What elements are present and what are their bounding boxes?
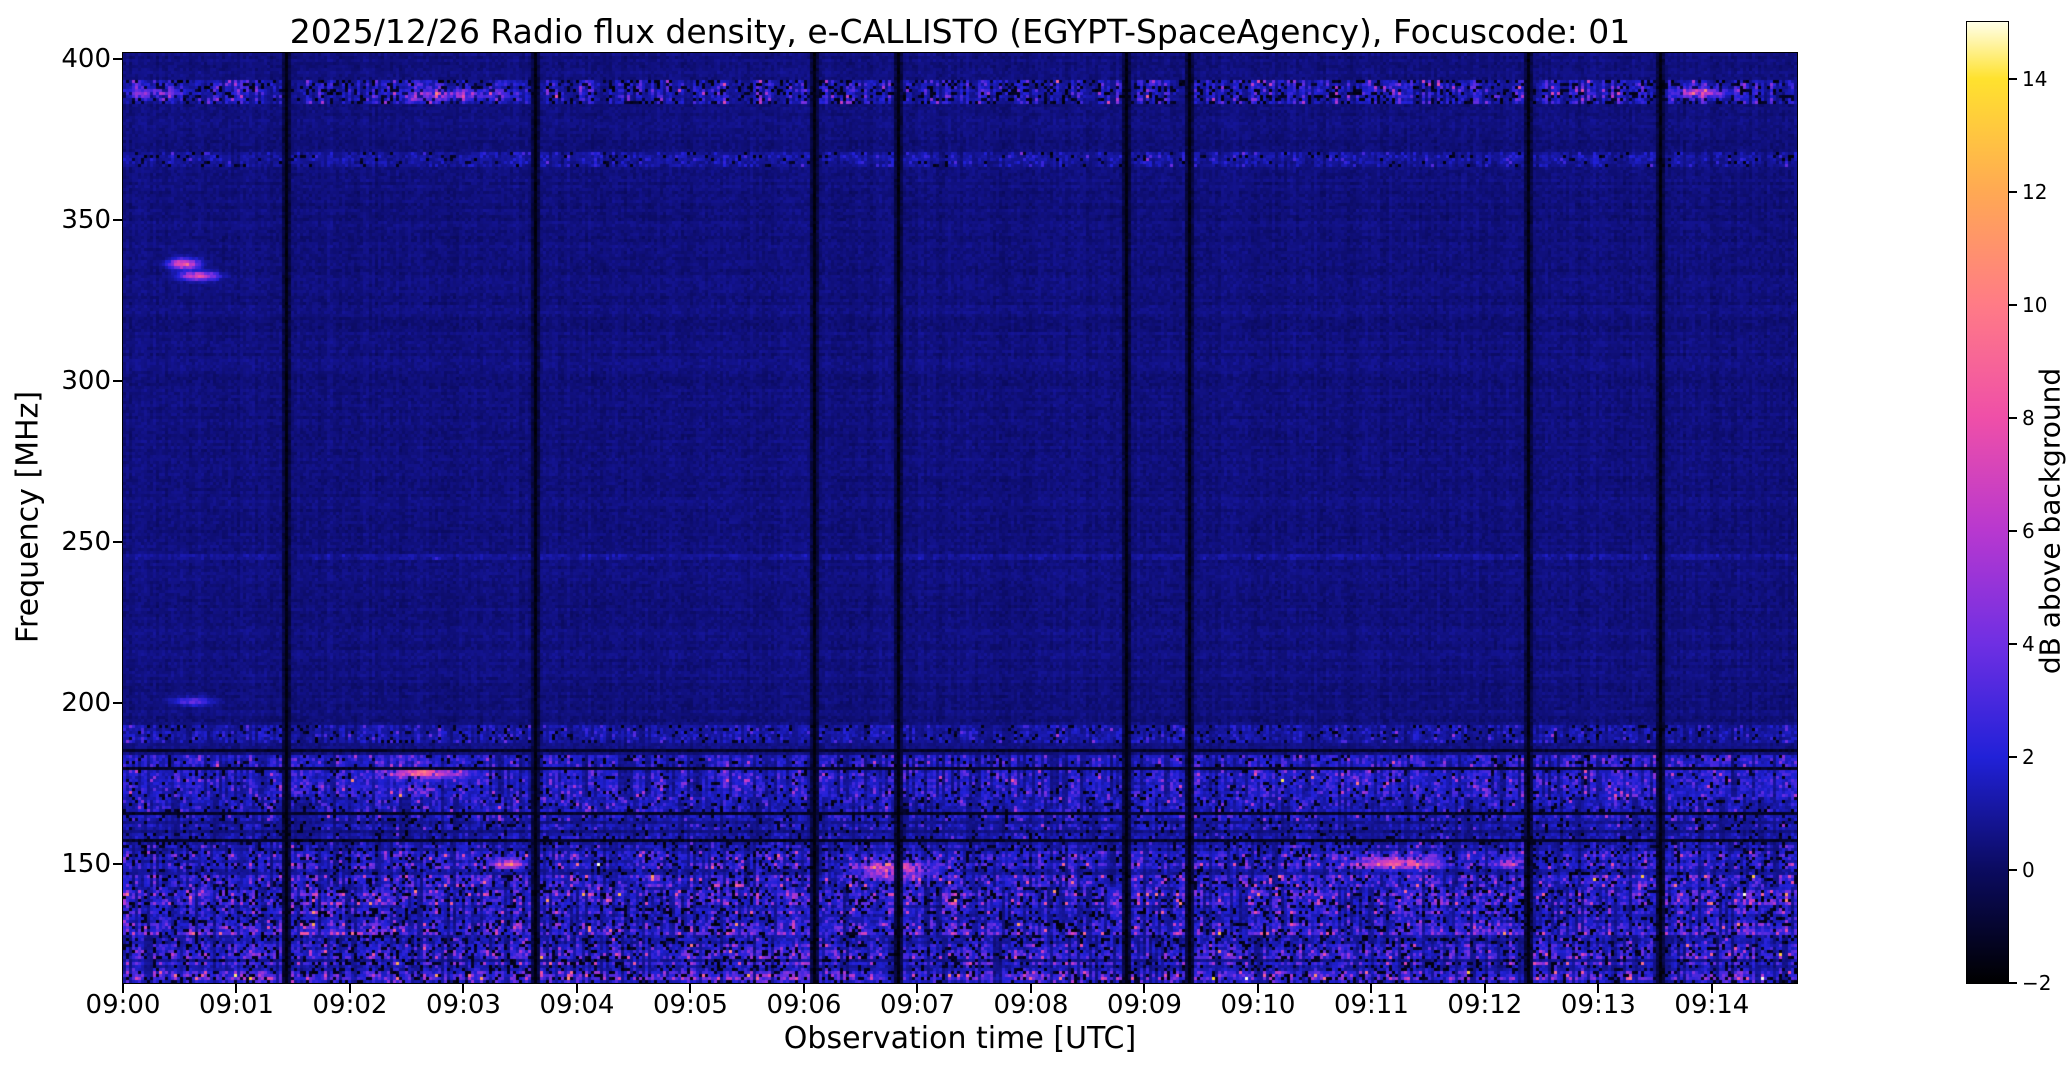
x-tick-mark (1370, 984, 1373, 993)
y-tick-label: 400 (61, 44, 111, 75)
x-tick-mark (689, 984, 692, 993)
y-tick-label: 150 (61, 848, 111, 879)
x-tick-label: 09:06 (766, 990, 842, 1020)
colorbar-tick-label: 14 (2022, 66, 2048, 91)
y-tick-label: 300 (61, 366, 111, 397)
y-tick-label: 350 (61, 205, 111, 236)
x-tick-label: 09:10 (1220, 990, 1296, 1020)
x-tick-label: 09:08 (993, 990, 1069, 1020)
x-tick-mark (1143, 984, 1146, 993)
y-tick-label: 250 (61, 527, 111, 558)
y-tick-mark (113, 862, 122, 865)
y-tick-mark (113, 219, 122, 222)
spectrogram-canvas (122, 52, 1798, 984)
colorbar-tick-mark (2009, 77, 2017, 80)
y-tick-mark (113, 702, 122, 705)
colorbar-tick-mark (2009, 868, 2017, 871)
colorbar-tick-mark (2009, 642, 2017, 645)
colorbar-tick-label: 10 (2022, 292, 2048, 317)
x-tick-label: 09:00 (85, 990, 161, 1020)
colorbar-tick-label: 8 (2022, 405, 2035, 430)
x-tick-mark (122, 984, 124, 993)
colorbar-tick-mark (2009, 190, 2017, 193)
y-tick-label: 200 (61, 688, 111, 719)
x-axis-label: Observation time [UTC] (783, 1021, 1137, 1056)
x-tick-label: 09:02 (312, 990, 388, 1020)
colorbar-gradient (1966, 21, 2009, 984)
x-tick-mark (916, 984, 919, 993)
x-tick-label: 09:03 (426, 990, 501, 1020)
x-tick-label: 09:09 (1106, 990, 1182, 1020)
colorbar-tick-label: 2 (2022, 744, 2035, 769)
x-tick-mark (1483, 984, 1486, 993)
colorbar-tick-mark (2009, 416, 2017, 419)
x-tick-label: 09:11 (1333, 990, 1409, 1020)
y-tick-mark (113, 541, 122, 544)
x-tick-mark (1597, 984, 1600, 993)
colorbar-tick-mark (2009, 303, 2017, 306)
x-tick-mark (1256, 984, 1259, 993)
y-tick-mark (113, 380, 122, 383)
chart-title: 2025/12/26 Radio flux density, e-CALLIST… (289, 12, 1631, 51)
colorbar-tick-label: 0 (2022, 857, 2035, 882)
x-tick-mark (1710, 984, 1713, 993)
colorbar-label: dB above background (2033, 367, 2066, 675)
colorbar-tick-label: 12 (2022, 179, 2048, 204)
x-tick-label: 09:05 (652, 990, 728, 1020)
x-tick-label: 09:01 (199, 990, 274, 1020)
x-tick-label: 09:12 (1447, 990, 1523, 1020)
x-tick-mark (575, 984, 578, 993)
x-tick-label: 09:13 (1560, 990, 1636, 1020)
x-tick-mark (462, 984, 465, 993)
colorbar-tick-label: 4 (2022, 631, 2035, 656)
colorbar-tick-label: 6 (2022, 518, 2035, 543)
x-tick-mark (802, 984, 805, 993)
y-axis-label: Frequency [MHz] (10, 390, 46, 644)
x-tick-mark (235, 984, 238, 993)
colorbar-tick-label: −2 (2022, 971, 2052, 995)
colorbar-tick-mark (2009, 755, 2017, 758)
x-tick-label: 09:14 (1674, 990, 1750, 1020)
x-tick-mark (348, 984, 351, 993)
x-tick-label: 09:07 (879, 990, 955, 1020)
colorbar-tick-mark (2009, 982, 2017, 984)
colorbar-tick-mark (2009, 529, 2017, 532)
x-tick-mark (1029, 984, 1032, 993)
x-tick-label: 09:04 (539, 990, 615, 1020)
y-tick-mark (113, 58, 122, 61)
